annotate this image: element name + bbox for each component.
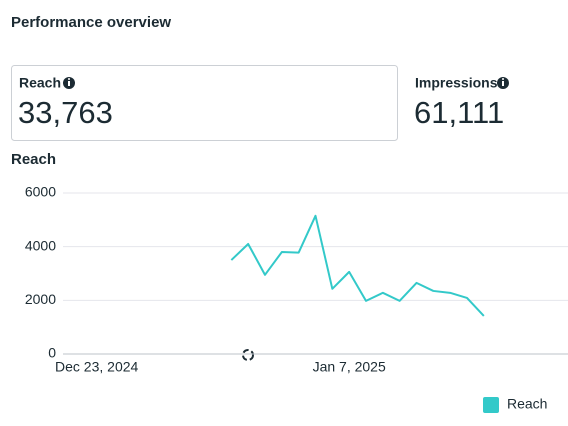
line <box>230 214 485 317</box>
metric-label: Reach <box>19 75 61 91</box>
metric-value: 61,111 <box>414 95 504 130</box>
loading-icon <box>242 349 254 361</box>
x-tick-label: Jan 7, 2025 <box>313 359 386 375</box>
y-tick-label: 0 <box>48 345 56 361</box>
x-tick-label: Dec 23, 2024 <box>55 359 138 375</box>
info-icon[interactable] <box>497 77 509 89</box>
metric-label: Impressions <box>415 75 498 91</box>
metric-value: 33,763 <box>18 95 113 130</box>
y-tick-label: 6000 <box>25 184 56 200</box>
y-tick-label: 2000 <box>25 291 56 307</box>
legend-label: Reach <box>507 396 547 412</box>
info-icon[interactable] <box>63 77 75 89</box>
metric-card[interactable] <box>11 65 398 141</box>
chart-title: Reach <box>11 151 56 168</box>
legend-swatch <box>483 397 499 413</box>
page-title: Performance overview <box>11 14 171 31</box>
y-tick-label: 4000 <box>25 237 56 253</box>
